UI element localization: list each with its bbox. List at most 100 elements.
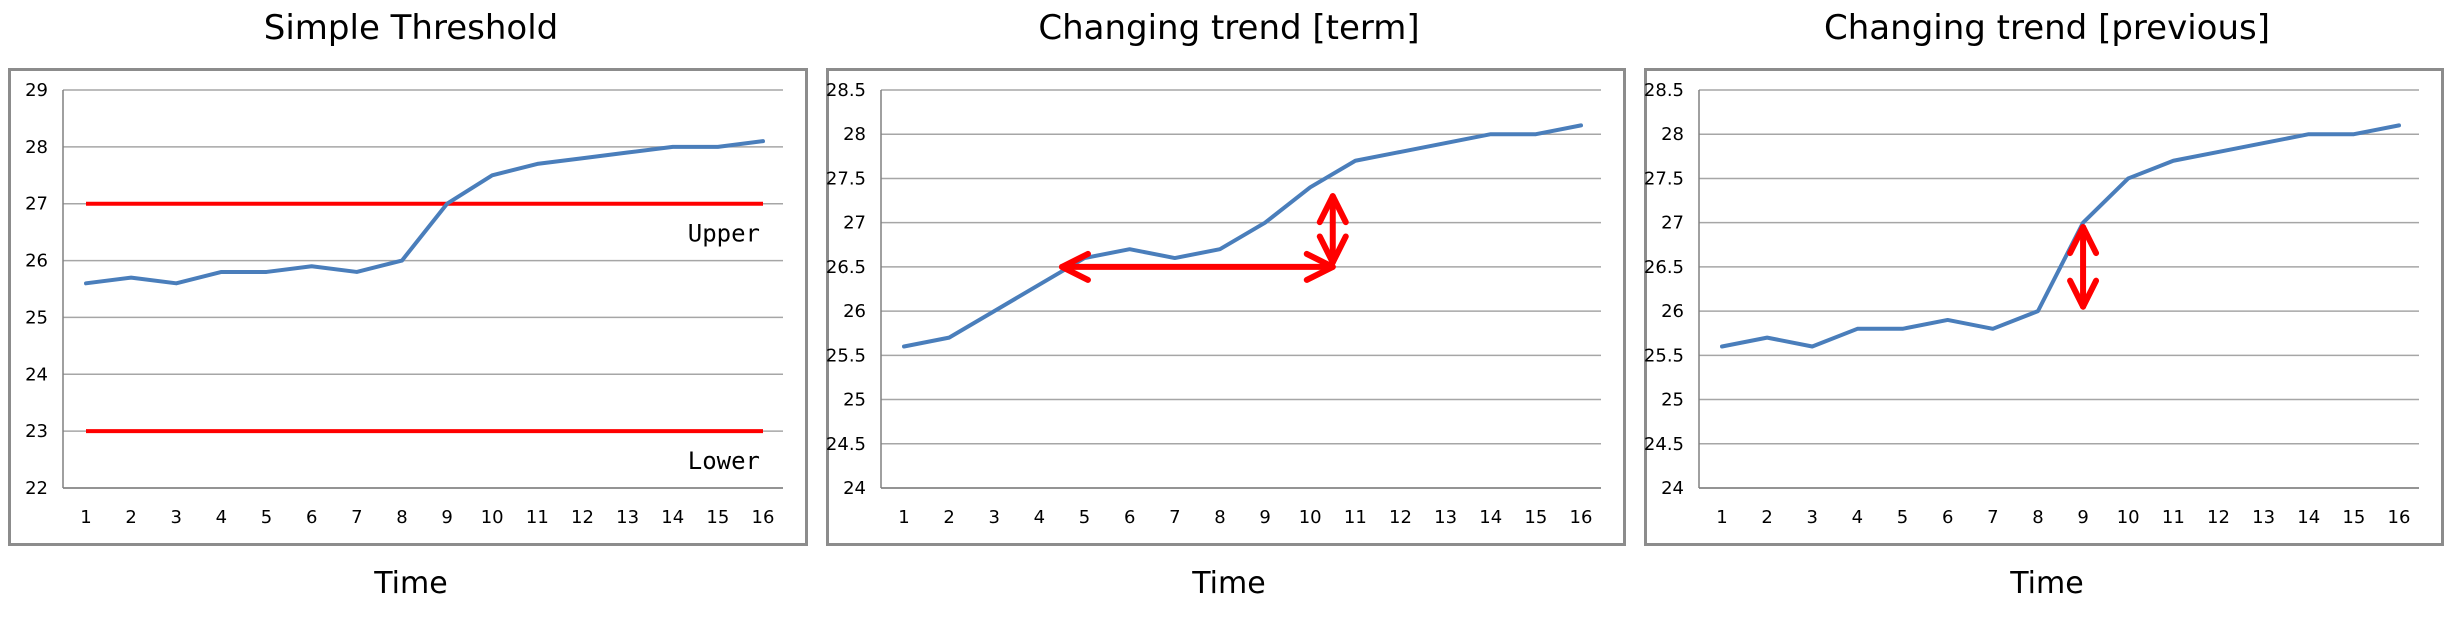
x-tick-label: 6 xyxy=(306,507,317,528)
x-tick-label: 3 xyxy=(989,507,1000,528)
series-line xyxy=(1720,123,2401,349)
x-tick-label: 10 xyxy=(1299,507,1322,528)
y-tick-label: 28.5 xyxy=(826,80,866,101)
x-tick-label: 15 xyxy=(1524,507,1547,528)
y-tick-label: 25.5 xyxy=(826,345,866,366)
x-tick-label: 12 xyxy=(571,507,594,528)
y-tick-label: 27 xyxy=(1661,213,1684,234)
y-tick-label: 27 xyxy=(25,194,48,215)
x-tick-label: 9 xyxy=(441,507,452,528)
arrow-head xyxy=(2067,224,2100,257)
threshold-label: Upper xyxy=(688,220,760,248)
y-tick-label: 26.5 xyxy=(1644,257,1684,278)
x-tick-label: 9 xyxy=(1259,507,1270,528)
x-tick-label: 5 xyxy=(261,507,272,528)
x-tick-label: 7 xyxy=(1169,507,1180,528)
x-tick-label: 12 xyxy=(2207,507,2230,528)
y-tick-label: 27.5 xyxy=(1644,168,1684,189)
y-tick-label: 26.5 xyxy=(826,257,866,278)
x-tick-label: 10 xyxy=(2117,507,2140,528)
y-tick-label: 25 xyxy=(25,307,48,328)
x-tick-label: 13 xyxy=(616,507,639,528)
x-tick-label: 11 xyxy=(1344,507,1367,528)
y-tick-label: 24.5 xyxy=(1644,434,1684,455)
chart-title: Changing trend [term] xyxy=(1038,8,1420,48)
series-line xyxy=(902,123,1583,349)
x-tick-label: 7 xyxy=(1987,507,1998,528)
x-tick-label: 9 xyxy=(2077,507,2088,528)
y-tick-label: 27 xyxy=(843,213,866,234)
y-tick-label: 29 xyxy=(25,80,48,101)
y-tick-label: 24.5 xyxy=(826,434,866,455)
y-tick-label: 28 xyxy=(1661,124,1684,145)
plot-frame xyxy=(1644,68,2444,546)
x-tick-label: 3 xyxy=(1807,507,1818,528)
y-tick-label: 28 xyxy=(25,137,48,158)
x-tick-label: 13 xyxy=(1434,507,1457,528)
threshold-label: Lower xyxy=(688,447,760,475)
y-tick-label: 25.5 xyxy=(1644,345,1684,366)
x-tick-label: 2 xyxy=(943,507,954,528)
x-tick-label: 16 xyxy=(2388,507,2411,528)
x-tick-label: 16 xyxy=(1570,507,1593,528)
x-tick-label: 10 xyxy=(481,507,504,528)
x-tick-label: 16 xyxy=(752,507,775,528)
chart-panel-simple-threshold: Simple Threshold 22 23 24 25 26 27 28 29 1 2 3 4 5 6 7… xyxy=(8,0,814,619)
y-tick-label: 28 xyxy=(843,124,866,145)
arrow-head xyxy=(2067,277,2100,310)
x-tick-label: 2 xyxy=(125,507,136,528)
x-tick-label: 14 xyxy=(2297,507,2320,528)
x-tick-label: 14 xyxy=(1479,507,1502,528)
x-tick-label: 1 xyxy=(80,507,91,528)
y-tick-label: 26 xyxy=(25,251,48,272)
x-tick-label: 3 xyxy=(171,507,182,528)
y-tick-label: 23 xyxy=(25,421,48,442)
x-tick-label: 11 xyxy=(2162,507,2185,528)
x-tick-label: 4 xyxy=(1034,507,1045,528)
y-tick-label: 25 xyxy=(843,390,866,411)
y-tick-label: 27.5 xyxy=(826,168,866,189)
x-tick-label: 5 xyxy=(1897,507,1908,528)
arrow-head xyxy=(1316,193,1349,226)
x-axis-label: Time xyxy=(1192,566,1266,601)
x-tick-label: 8 xyxy=(396,507,407,528)
x-tick-label: 15 xyxy=(706,507,729,528)
x-tick-label: 15 xyxy=(2342,507,2365,528)
y-tick-label: 24 xyxy=(843,478,866,499)
chart-title: Simple Threshold xyxy=(263,8,559,48)
x-tick-label: 6 xyxy=(1942,507,1953,528)
x-tick-label: 14 xyxy=(661,507,684,528)
chart-title: Changing trend [previous] xyxy=(1824,8,2270,48)
x-tick-label: 4 xyxy=(216,507,227,528)
x-tick-label: 7 xyxy=(351,507,362,528)
x-axis-label: Time xyxy=(2010,566,2084,601)
x-tick-label: 8 xyxy=(2032,507,2043,528)
chart-panel-changing-trend-previous: Changing trend [previous] 24 24.5 25 25.5 26… xyxy=(1644,0,2450,619)
y-tick-label: 24 xyxy=(25,364,48,385)
y-tick-label: 24 xyxy=(1661,478,1684,499)
y-tick-label: 25 xyxy=(1661,390,1684,411)
x-axis-label: Time xyxy=(374,566,448,601)
y-tick-label: 22 xyxy=(25,478,48,499)
arrow-head xyxy=(1303,250,1336,283)
chart-panel-changing-trend-term: Changing trend [term] 24 24.5 25 25.5 26 26.5… xyxy=(826,0,1632,619)
x-tick-label: 11 xyxy=(526,507,549,528)
x-tick-label: 13 xyxy=(2252,507,2275,528)
arrow-head xyxy=(1058,250,1091,283)
x-tick-label: 4 xyxy=(1852,507,1863,528)
x-tick-label: 2 xyxy=(1761,507,1772,528)
x-tick-label: 5 xyxy=(1079,507,1090,528)
x-tick-label: 12 xyxy=(1389,507,1412,528)
plot-frame xyxy=(826,68,1626,546)
x-tick-label: 1 xyxy=(1716,507,1727,528)
y-tick-label: 26 xyxy=(1661,301,1684,322)
arrow-head xyxy=(1316,233,1349,266)
x-tick-label: 1 xyxy=(898,507,909,528)
x-tick-label: 6 xyxy=(1124,507,1135,528)
y-tick-label: 26 xyxy=(843,301,866,322)
x-tick-label: 8 xyxy=(1214,507,1225,528)
y-tick-label: 28.5 xyxy=(1644,80,1684,101)
